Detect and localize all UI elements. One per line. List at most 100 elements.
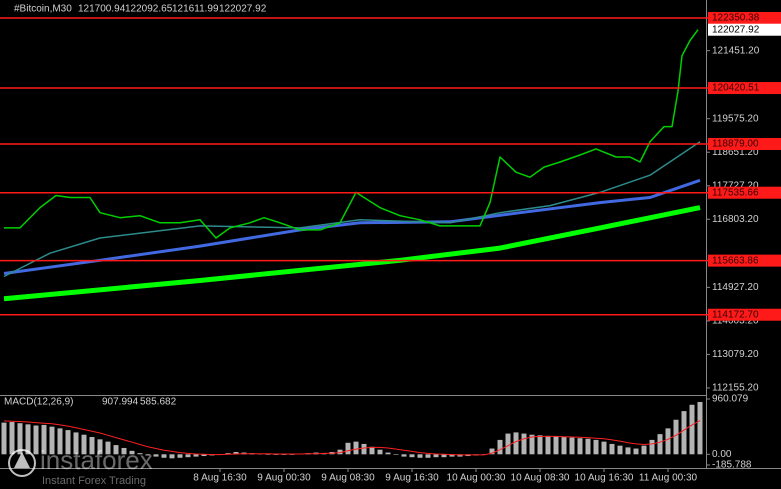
macd-bar [41,424,47,455]
macd-bar [529,434,535,455]
watermark-tagline: Instant Forex Trading [42,475,146,487]
level-label-box [708,82,781,95]
macd-bar [425,454,431,458]
macd-title: MACD(12,26,9) [4,397,73,408]
x-tick-label: 10 Aug 16:30 [575,473,634,484]
macd-bar [577,438,583,455]
macd-bar [177,454,183,458]
level-label: 118879.00 [712,139,759,150]
chart-title: #Bitcoin,M30 [14,4,72,15]
ohlc-value: 121700.94 [78,4,126,15]
x-tick-label: 10 Aug 00:30 [447,473,506,484]
macd-bar [153,454,159,457]
macd-bar [265,454,271,455]
macd-bar [497,439,503,455]
macd-bar [273,454,279,455]
x-tick-label: 9 Aug 00:30 [257,473,311,484]
macd-bar [505,433,511,455]
last-price-label: 122027.92 [712,24,760,35]
level-label-box [708,254,781,267]
ohlc-value: 122092.65 [125,4,173,15]
level-label-box [708,12,781,25]
ohlc-value: 122027.92 [219,4,267,15]
macd-bar [489,448,495,455]
macd-bar [609,443,615,455]
macd-bar [225,453,231,455]
level-label: 115663.86 [712,255,759,266]
x-tick-label: 10 Aug 08:30 [511,473,570,484]
y-tick-label: 117727.20 [712,180,759,191]
macd-bar [657,434,663,455]
macd-bar [521,433,527,455]
signal-value: 585.682 [140,397,177,408]
macd-value: 907.994 [102,397,139,408]
macd-bar [169,454,175,459]
level-label-box [708,308,781,321]
macd-bar [625,447,631,455]
macd-bar [697,402,703,455]
macd-bar [33,425,39,455]
x-tick-label: 9 Aug 16:30 [385,473,439,484]
macd-bar [73,432,79,455]
macd-bar [417,454,423,458]
x-tick-label: 9 Aug 08:30 [321,473,375,484]
macd-bar [193,454,199,457]
y-tick-label: -185.788 [712,460,752,471]
macd-bar [185,454,191,458]
macd-bar [361,443,367,455]
signal-line [3,420,701,456]
price-line [3,205,701,302]
macd-bar [233,451,239,455]
watermark: instaforex Instant Forex Trading [8,445,153,487]
level-label: 120420.51 [712,83,760,94]
macd-bar [633,448,639,455]
macd-bar [649,439,655,455]
macd-bar [561,437,567,455]
macd-bar [345,442,351,455]
price-line [3,178,701,275]
x-tick-label: 8 Aug 16:30 [193,473,247,484]
macd-bar [409,454,415,458]
macd-bar [385,452,391,455]
macd-bar [369,446,375,455]
macd-bar [1,422,7,455]
level-label-box [708,186,781,199]
macd-bar [353,441,359,455]
macd-bar [593,439,599,455]
watermark-logo [8,449,36,477]
macd-bar [337,449,343,455]
macd-bar [17,423,23,455]
y-tick-label: 112155.20 [712,383,759,394]
y-tick-label: 113079.20 [712,349,759,360]
price-line [3,141,701,278]
y-tick-label: 114003.20 [712,316,759,327]
watermark-brand: instaforex [40,445,153,475]
macd-bar [25,424,31,455]
watermark-logo-mark [14,452,30,468]
macd-bar [65,430,71,455]
macd-bar [537,435,543,455]
macd-bar [449,454,455,457]
y-tick-label: 960.079 [712,394,749,405]
macd-bar [97,439,103,455]
macd-bar [281,454,287,455]
y-tick-label: 114927.20 [712,282,759,293]
macd-bar [129,450,135,455]
y-tick-label: 0.00 [712,449,732,460]
y-tick-label: 116803.20 [712,214,759,225]
macd-bar [377,449,383,455]
level-label: 117535.66 [712,187,759,198]
macd-bar [289,454,295,455]
x-tick-label: 11 Aug 00:30 [639,473,698,484]
macd-bar [433,454,439,458]
level-label: 122350.38 [712,13,760,24]
y-tick-label: 119575.20 [712,113,759,124]
macd-bar [553,436,559,455]
macd-bar [137,453,143,455]
macd-bar [569,437,575,455]
macd-bar [601,441,607,455]
macd-bar [681,411,687,455]
last-price-box [708,23,781,36]
